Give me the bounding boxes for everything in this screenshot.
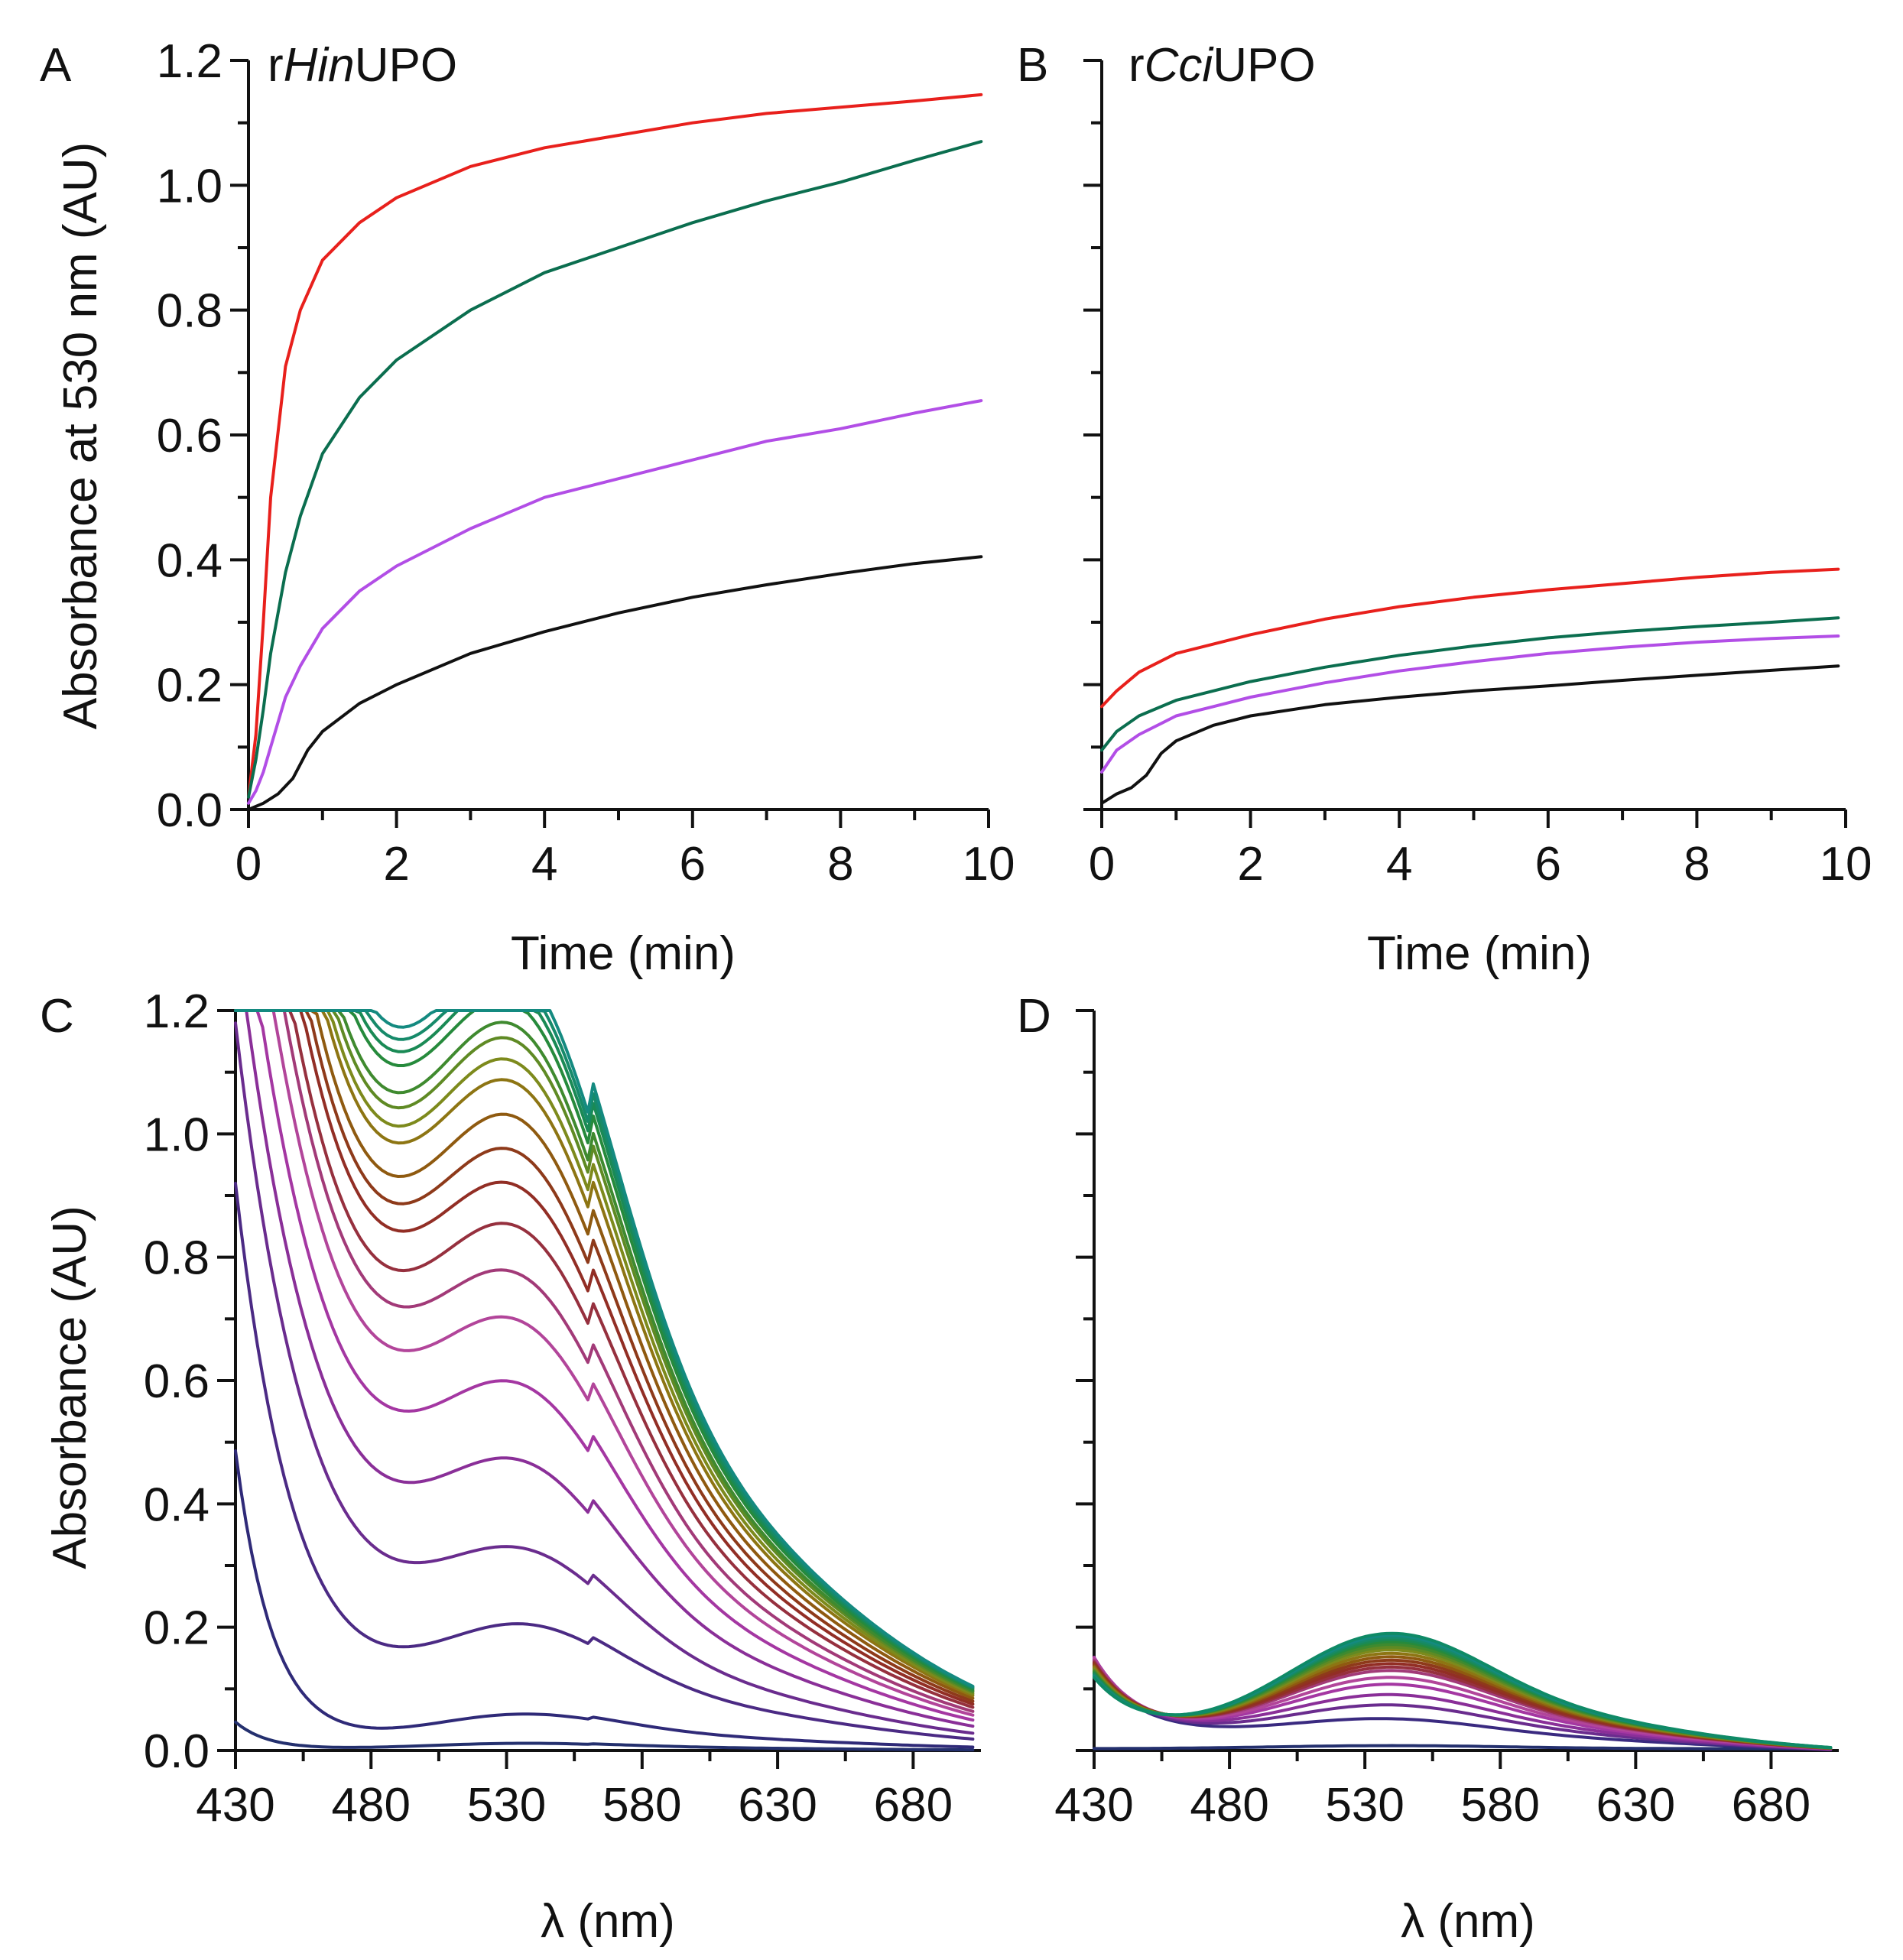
panel-c-spectrum-line xyxy=(234,1009,975,1722)
panel-c-y-tick-label: 1.0 xyxy=(144,1108,209,1161)
panel-a-letter: A xyxy=(40,39,72,92)
panel-d-x-tick-label: 430 xyxy=(1054,1779,1133,1832)
panel-a-x-axis-label: Time (min) xyxy=(511,927,736,980)
panel-a-time-course-rhinupo: A rHinUPO 0 2 4 6 8 10 0.0 0.2 0.4 0.6 0.8 1.0 1.2 T… xyxy=(40,35,1015,980)
panel-c-spectrum-line xyxy=(234,1009,975,1692)
panel-c-series xyxy=(234,1009,975,1752)
panel-c-spectrum-line xyxy=(234,1009,975,1700)
panel-c-spectrum-line xyxy=(234,1449,975,1749)
panel-a-y-axis-label: Absorbance at 530 nm (AU) xyxy=(54,142,107,730)
panel-c-y-tick-label: 0.6 xyxy=(144,1355,209,1408)
panel-b-x-axis-label: Time (min) xyxy=(1367,927,1592,980)
panel-a-series-green xyxy=(247,140,983,799)
panel-c-letter: C xyxy=(40,990,74,1043)
panel-a-x-tick-label: 4 xyxy=(531,838,557,891)
panel-b-x-tick-label: 8 xyxy=(1684,838,1710,891)
panel-c-spectrum-line xyxy=(234,1720,975,1752)
panel-d-x-tick-label: 630 xyxy=(1596,1779,1675,1832)
panel-c-spectra-rhinupo: C 430 480 530 580 630 680 0.0 0.2 0.4 0.6 0.8 1.0 1.… xyxy=(40,985,981,1948)
panel-b-series-red xyxy=(1100,567,1840,709)
panel-b-x-tick-label: 4 xyxy=(1386,838,1412,891)
panel-c-spectrum-line xyxy=(234,1009,975,1688)
panel-c-spectrum-line xyxy=(234,1009,975,1706)
panel-a-x-tick-label: 8 xyxy=(827,838,853,891)
panel-c-x-tick-label: 680 xyxy=(874,1779,953,1832)
panel-b-x-tick-label: 10 xyxy=(1820,838,1872,891)
panel-c-spectrum-line xyxy=(234,1009,975,1694)
panel-c-spectrum-line xyxy=(234,1021,975,1735)
panel-c-y-tick-label: 0.8 xyxy=(144,1232,209,1285)
panel-d-x-tick-label: 680 xyxy=(1732,1779,1810,1832)
panel-b-series-violet xyxy=(1100,634,1840,774)
panel-a-title: rHinUPO xyxy=(268,39,457,92)
panel-a-series-black xyxy=(247,555,983,811)
panel-b-letter: B xyxy=(1017,39,1048,92)
panel-c-spectrum-line xyxy=(234,1009,975,1728)
panel-a-axes: 0 2 4 6 8 10 0.0 0.2 0.4 0.6 0.8 1.0 1.2 xyxy=(157,35,1015,891)
panel-c-y-tick-label: 0.0 xyxy=(144,1725,209,1778)
panel-d-spectrum-line xyxy=(1093,1744,1833,1751)
panel-a-y-tick-label: 0.8 xyxy=(157,285,222,338)
panel-a-x-tick-label: 10 xyxy=(963,838,1015,891)
panel-c-y-tick-label: 0.2 xyxy=(144,1602,209,1655)
panel-a-series-red xyxy=(247,92,983,799)
panel-c-spectrum-line xyxy=(234,1009,975,1709)
panel-c-spectrum-line xyxy=(234,1009,975,1691)
panel-d-letter: D xyxy=(1017,990,1051,1043)
panel-b-series-green xyxy=(1100,616,1840,752)
panel-c-x-tick-label: 530 xyxy=(467,1779,546,1832)
panel-c-x-axis-label: λ (nm) xyxy=(541,1895,675,1948)
panel-c-spectrum-line xyxy=(234,1009,975,1698)
panel-d-spectra-rcciupo: D 430 480 530 580 630 680 λ (nm) xyxy=(1017,990,1839,1948)
panel-c-x-tick-label: 480 xyxy=(332,1779,411,1832)
panel-c-y-axis-label: Absorbance (AU) xyxy=(44,1206,96,1569)
panel-d-x-axis-label: λ (nm) xyxy=(1401,1895,1535,1948)
panel-c-spectrum-line xyxy=(234,1182,975,1741)
panel-b-x-tick-label: 6 xyxy=(1535,838,1561,891)
panel-c-x-tick-label: 430 xyxy=(196,1779,274,1832)
panel-b-x-tick-label: 2 xyxy=(1237,838,1263,891)
panel-b-title: rCciUPO xyxy=(1128,39,1316,92)
panel-a-series xyxy=(247,92,983,811)
panel-d-spectrum-line xyxy=(1093,1631,1833,1749)
panel-c-spectrum-line xyxy=(234,1009,975,1696)
panel-b-time-course-rcciupo: B rCciUPO 0 2 4 6 8 10 Time (min) xyxy=(1017,39,1872,980)
panel-c-y-tick-label: 1.2 xyxy=(144,985,209,1038)
panel-a-x-tick-label: 2 xyxy=(383,838,409,891)
panel-c-spectrum-line xyxy=(234,1009,975,1703)
panel-c-x-tick-label: 630 xyxy=(738,1779,817,1832)
panel-a-y-tick-label: 0.0 xyxy=(157,784,222,837)
panel-b-x-tick-label: 0 xyxy=(1089,838,1115,891)
panel-a-y-tick-label: 1.2 xyxy=(157,35,222,88)
panel-d-x-tick-label: 580 xyxy=(1461,1779,1540,1832)
panel-b-series-black xyxy=(1100,664,1840,805)
panel-a-y-tick-label: 0.4 xyxy=(157,534,222,587)
panel-a-y-tick-label: 0.2 xyxy=(157,660,222,712)
panel-d-x-tick-label: 530 xyxy=(1325,1779,1404,1832)
panel-a-series-violet xyxy=(247,399,983,805)
panel-d-spectrum-line xyxy=(1093,1662,1833,1751)
panel-a-y-tick-label: 1.0 xyxy=(157,160,222,213)
panel-c-spectrum-line xyxy=(234,1009,975,1717)
panel-c-axes: 430 480 530 580 630 680 0.0 0.2 0.4 0.6 0.8 1.0 1.2 xyxy=(144,985,981,1832)
panel-c-x-tick-label: 580 xyxy=(602,1779,681,1832)
panel-b-axes: 0 2 4 6 8 10 xyxy=(1083,59,1872,891)
panel-a-y-tick-label: 0.6 xyxy=(157,410,222,462)
panel-d-series xyxy=(1093,1631,1833,1751)
panel-d-axes: 430 480 530 580 630 680 xyxy=(1054,1009,1839,1832)
panel-b-series xyxy=(1100,567,1840,805)
panel-a-x-tick-label: 0 xyxy=(235,838,261,891)
panel-a-x-tick-label: 6 xyxy=(680,838,706,891)
panel-c-spectrum-line xyxy=(234,1009,975,1713)
panel-c-y-tick-label: 0.4 xyxy=(144,1478,209,1531)
panel-d-x-tick-label: 480 xyxy=(1190,1779,1268,1832)
